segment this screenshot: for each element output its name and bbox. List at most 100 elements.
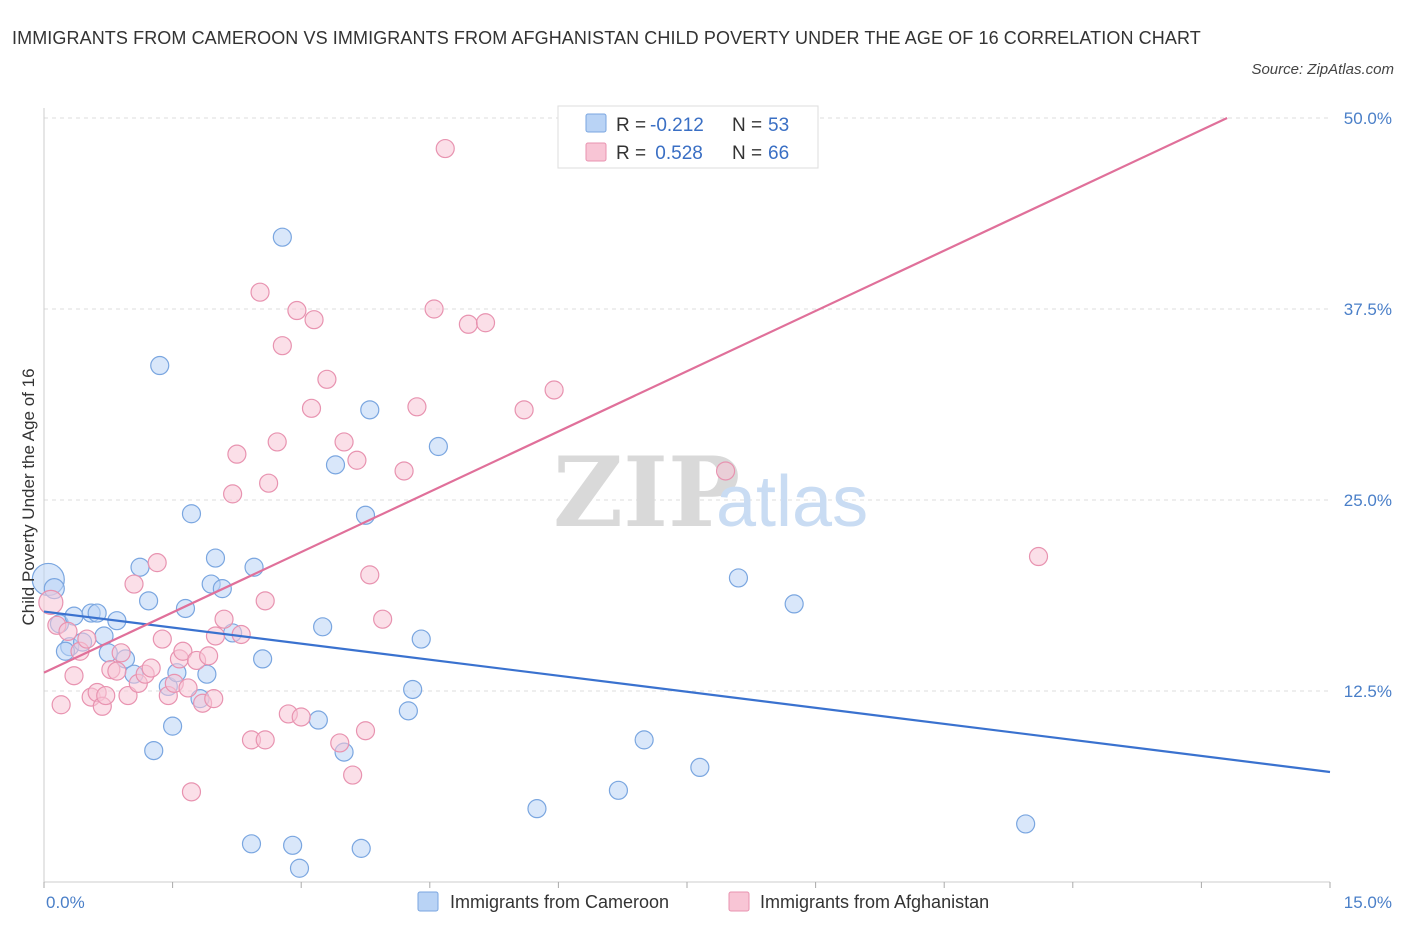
point-afghanistan-46: [317, 369, 337, 389]
point-afghanistan-31: [214, 609, 234, 629]
legend-n-label-cameroon: N =: [732, 115, 762, 136]
grid-lines: [44, 117, 1330, 692]
legend-n-label-afghanistan: N =: [732, 143, 762, 164]
series-legend: Immigrants from Cameroon Immigrants from…: [417, 891, 989, 912]
point-afghanistan-25: [178, 678, 198, 698]
point-afghanistan-58: [458, 314, 478, 334]
point-afghanistan-0: [38, 589, 64, 615]
point-afghanistan-15: [124, 574, 144, 594]
point-afghanistan-45: [304, 310, 324, 330]
point-cameroon-43: [411, 629, 431, 649]
point-cameroon-30: [241, 834, 262, 854]
x-tick-label-0: 0.0%: [46, 893, 85, 912]
point-afghanistan-32: [223, 484, 243, 504]
point-cameroon-32: [283, 835, 303, 855]
point-afghanistan-44: [301, 398, 322, 418]
series-legend-swatch-cameroon: [417, 891, 439, 912]
y-tick-label-3: 50.0%: [1344, 109, 1392, 128]
point-afghanistan-60: [514, 400, 534, 420]
point-afghanistan-12: [107, 661, 127, 681]
legend-swatch-cameroon: [585, 113, 607, 133]
point-cameroon-47: [634, 730, 654, 750]
point-afghanistan-52: [360, 565, 380, 585]
point-cameroon-21: [181, 504, 202, 524]
point-cameroon-29: [253, 649, 273, 669]
point-afghanistan-38: [259, 473, 279, 493]
point-cameroon-35: [313, 617, 333, 637]
point-afghanistan-54: [394, 461, 414, 481]
point-afghanistan-56: [424, 299, 444, 319]
point-afghanistan-4: [64, 666, 84, 686]
point-afghanistan-65: [1028, 546, 1049, 567]
legend-box: R = -0.212 N = 53 R = 0.528 N = 66: [557, 105, 819, 169]
point-cameroon-46: [608, 780, 629, 800]
point-cameroon-33: [289, 858, 310, 878]
legend-r-value-afghanistan: 0.528: [650, 143, 703, 164]
source-credit: Source: ZipAtlas.com: [1251, 61, 1394, 78]
point-afghanistan-63: [204, 689, 224, 709]
point-afghanistan-14: [118, 685, 138, 706]
point-afghanistan-30: [205, 626, 226, 646]
point-cameroon-51: [1016, 814, 1036, 834]
point-cameroon-15: [144, 740, 164, 761]
series-legend-label-afghanistan: Immigrants from Afghanistan: [760, 892, 989, 912]
y-tick-label-2: 37.5%: [1344, 300, 1392, 319]
axes: [43, 108, 1331, 888]
y-axis-label: Child Poverty Under the Age of 16: [19, 368, 38, 625]
point-afghanistan-20: [152, 629, 172, 649]
point-afghanistan-3: [58, 621, 78, 642]
trend-line-afghanistan: [43, 117, 1228, 674]
point-afghanistan-59: [475, 313, 496, 333]
legend-n-value-cameroon: 53: [768, 115, 789, 136]
point-afghanistan-62: [715, 461, 736, 481]
point-afghanistan-24: [173, 641, 193, 661]
series-cameroon-points: [31, 227, 1036, 878]
point-cameroon-41: [398, 701, 418, 721]
point-cameroon-50: [784, 594, 804, 614]
y-tick-label-0: 12.5%: [1344, 682, 1392, 701]
point-afghanistan-61: [544, 380, 564, 400]
point-afghanistan-48: [334, 432, 354, 452]
point-cameroon-38: [351, 838, 371, 858]
point-afghanistan-42: [287, 300, 307, 321]
point-afghanistan-47: [330, 733, 350, 753]
point-afghanistan-29: [199, 646, 219, 666]
point-afghanistan-18: [141, 658, 161, 678]
point-cameroon-31: [272, 227, 292, 247]
point-afghanistan-37: [255, 591, 275, 611]
legend-r-label-cameroon: R =: [616, 115, 646, 136]
point-afghanistan-6: [77, 629, 97, 649]
point-cameroon-25: [205, 548, 226, 568]
watermark-zip: ZIP: [553, 436, 740, 549]
point-afghanistan-2: [51, 695, 71, 715]
point-cameroon-36: [325, 455, 346, 475]
point-afghanistan-40: [272, 336, 292, 356]
point-afghanistan-10: [96, 685, 116, 706]
watermark-atlas: atlas: [716, 462, 868, 542]
point-afghanistan-13: [111, 643, 131, 663]
y-tick-labels: 12.5% 25.0% 37.5% 50.0%: [1344, 109, 1392, 701]
y-tick-label-1: 25.0%: [1344, 491, 1392, 510]
series-legend-label-cameroon: Immigrants from Cameroon: [450, 892, 669, 912]
watermark: ZIP atlas: [553, 436, 868, 549]
point-cameroon-48: [690, 757, 710, 778]
point-cameroon-18: [163, 716, 183, 736]
series-afghanistan-points: [38, 138, 1049, 802]
point-afghanistan-57: [435, 138, 455, 159]
series-legend-swatch-afghanistan: [728, 891, 750, 912]
point-afghanistan-49: [343, 765, 363, 785]
point-cameroon-42: [403, 679, 423, 700]
point-cameroon-16: [150, 355, 170, 376]
point-afghanistan-36: [250, 282, 270, 302]
point-afghanistan-51: [355, 721, 376, 741]
legend-r-value-cameroon: -0.212: [650, 115, 704, 136]
legend-n-value-afghanistan: 66: [768, 143, 789, 164]
point-afghanistan-26: [181, 782, 202, 802]
legend-swatch-afghanistan: [585, 142, 607, 162]
trend-lines: [43, 117, 1331, 774]
point-afghanistan-19: [147, 553, 167, 573]
point-cameroon-34: [308, 710, 328, 730]
point-cameroon-14: [138, 591, 159, 611]
point-afghanistan-50: [347, 450, 367, 470]
